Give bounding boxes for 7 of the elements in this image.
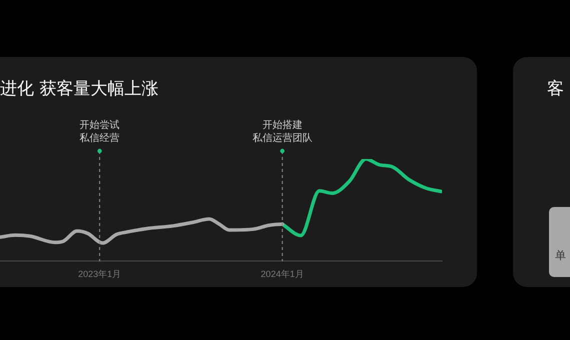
x-tick-label: 2024年1月 (260, 269, 304, 280)
x-tick-label: 2023年1月 (78, 269, 122, 280)
ref-line-label: 开始搭建私信运营团队 (252, 119, 312, 144)
text: 客 (547, 78, 564, 100)
ref-line-label: 开始尝试私信经营 (80, 119, 120, 144)
text: 单 (555, 248, 566, 263)
chart-title: 进化 获客量大幅上涨 (0, 78, 158, 100)
